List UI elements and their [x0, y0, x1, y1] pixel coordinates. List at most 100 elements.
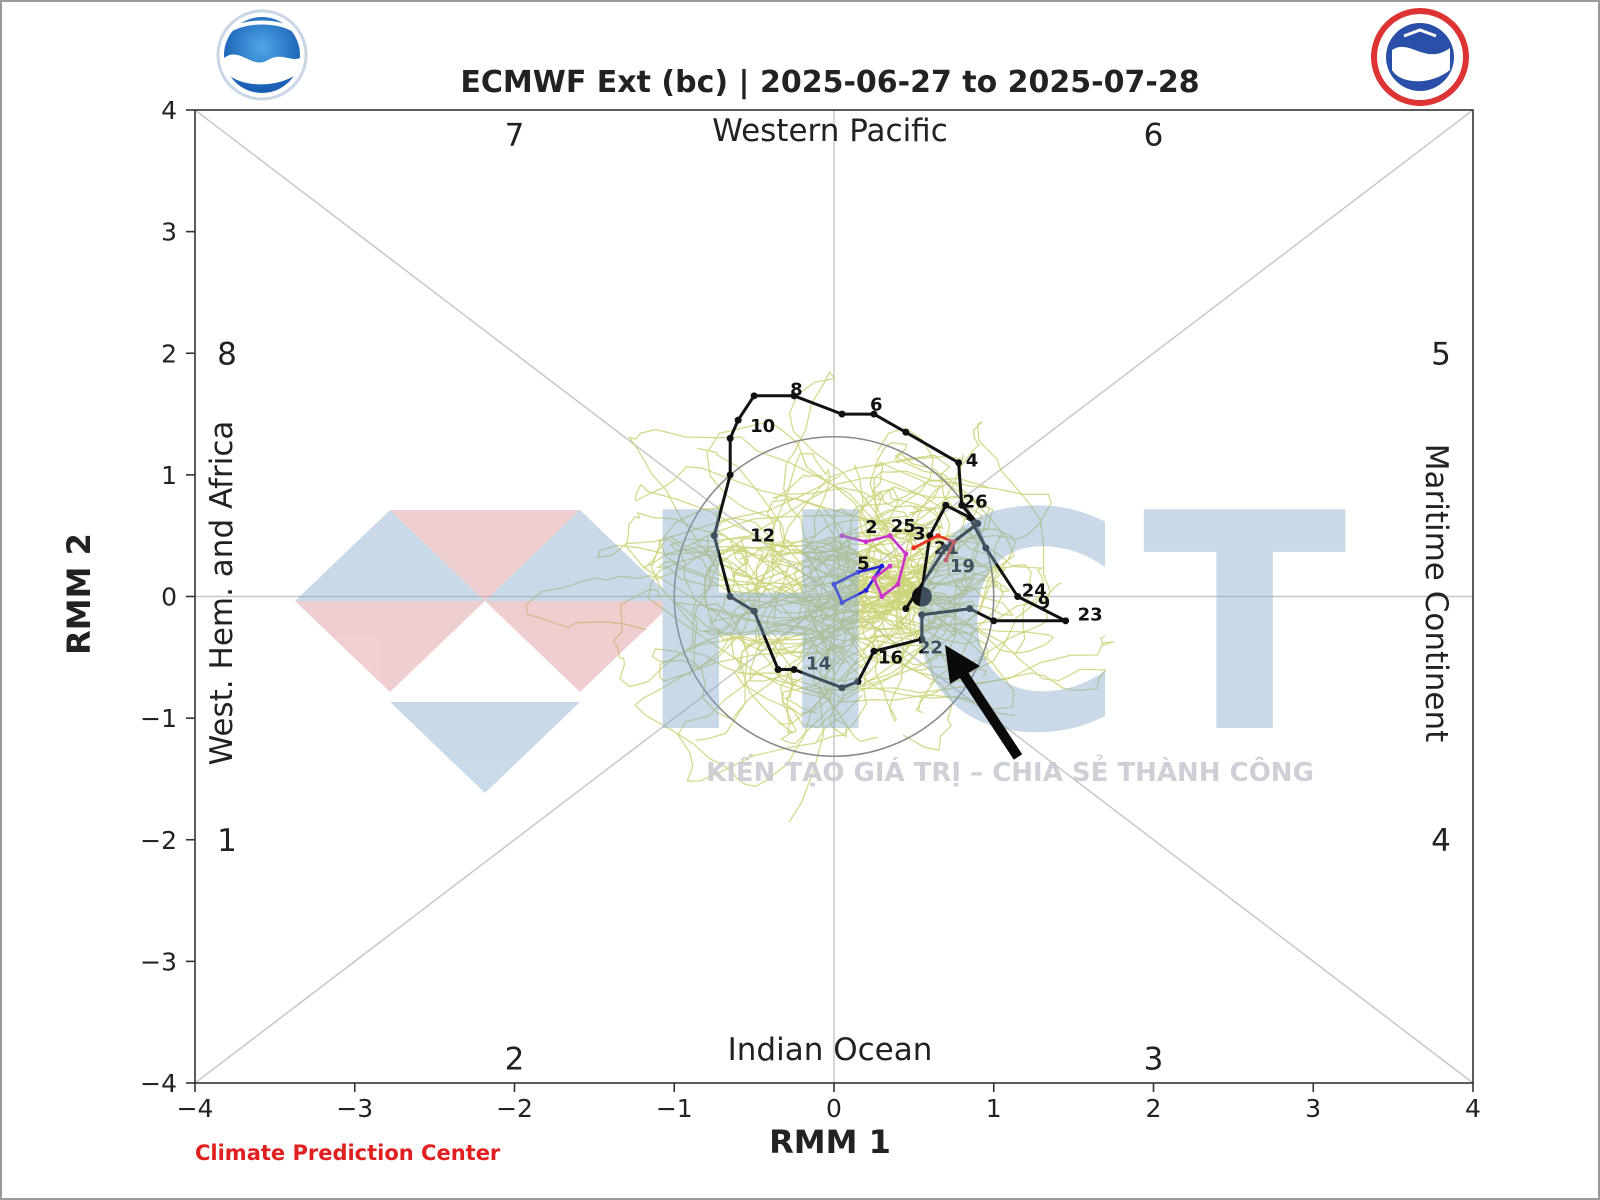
forecast-point [870, 647, 878, 655]
phase-label: 6 [1144, 117, 1164, 153]
y-tick-label: −4 [140, 1069, 177, 1098]
forecast-point [710, 532, 718, 540]
forecast-point [839, 600, 845, 606]
ensemble-member-line [647, 554, 1015, 710]
y-tick-label: 4 [161, 96, 177, 125]
forecast-point [951, 539, 957, 545]
forecast-point [958, 501, 966, 509]
forecast-point [1014, 593, 1022, 600]
ensemble-member-line [634, 466, 913, 704]
amplitude-circle [673, 435, 995, 758]
day-label: 26 [963, 492, 988, 513]
x-tick-label: −3 [336, 1094, 373, 1123]
ensemble-member-line [651, 503, 909, 634]
day-label: 9 [1038, 593, 1051, 614]
forecast-point [879, 563, 885, 569]
forecast-point [870, 410, 878, 418]
forecast-point [863, 539, 869, 545]
ensemble-member-line [851, 548, 974, 599]
region-label-top: Western Pacific [712, 113, 948, 149]
forecast-point [726, 593, 734, 600]
ensemble-member-line [691, 538, 923, 651]
ensemble-member-line [689, 528, 1017, 692]
forecast-point [974, 520, 982, 528]
watermark-letters: HCT [635, 450, 1365, 799]
x-tick-label: 4 [1465, 1094, 1481, 1123]
y-axis-label: RMM 2 [60, 533, 98, 655]
credit-label: Climate Prediction Center [195, 1141, 501, 1165]
forecast-point [902, 428, 910, 436]
x-tick-label: −4 [177, 1094, 214, 1123]
forecast-point [902, 605, 910, 613]
ensemble-member-line [860, 461, 942, 648]
day-label: 22 [918, 638, 943, 659]
x-axis-label: RMM 1 [769, 1123, 891, 1161]
ensemble-member-line [755, 427, 934, 597]
ensemble-member-line [669, 537, 904, 741]
phase-label: 3 [1144, 1042, 1164, 1078]
day-label: 16 [878, 647, 903, 668]
forecast-point [863, 587, 869, 593]
forecast-point [943, 557, 949, 563]
ensemble-member-line [703, 540, 1016, 717]
day-label: 25 [891, 516, 916, 537]
y-tick-label: 3 [161, 218, 177, 247]
x-tick-label: 2 [1146, 1094, 1162, 1123]
day-label: 10 [750, 416, 775, 437]
x-tick-label: 3 [1305, 1094, 1321, 1123]
day-label: 23 [1078, 605, 1103, 626]
day-label: 2 [865, 517, 878, 538]
watermark-tagline: KIẾN TẠO GIÁ TRỊ – CHIA SẺ THÀNH CÔNG [706, 753, 1314, 788]
day-label: 12 [750, 526, 775, 547]
y-tick-label: 0 [161, 583, 177, 612]
ensemble-member-line [779, 588, 962, 745]
ensemble-member-line [525, 532, 910, 631]
day-label: 4 [966, 450, 979, 471]
forecast-point [911, 545, 917, 551]
forecast-point [879, 594, 885, 599]
forecast-point [955, 459, 963, 467]
day-label: 19 [950, 556, 975, 577]
forecast-series-line [712, 394, 1068, 690]
forecast-point [871, 575, 877, 581]
forecast-point [935, 533, 941, 539]
chart-title: ECMWF Ext (bc) | 2025-06-27 to 2025-07-2… [460, 65, 1199, 100]
ensemble-member-line [874, 452, 1015, 596]
watermark-logo-icon [295, 510, 675, 793]
phase-label: 8 [217, 336, 237, 372]
y-tick-label: −2 [140, 826, 177, 855]
forecast-point [831, 581, 837, 587]
final-day-marker [911, 586, 932, 607]
ensemble-member-line [634, 563, 925, 787]
day-label: 3 [913, 523, 926, 544]
forecast-point [726, 471, 734, 479]
ensemble-member-line [783, 370, 923, 636]
x-tick-label: −2 [496, 1094, 533, 1123]
forecast-point [734, 416, 742, 424]
day-label: 24 [1022, 580, 1047, 601]
x-tick-label: −1 [656, 1094, 693, 1123]
forecast-point [895, 581, 901, 587]
ensemble-member-line [740, 569, 900, 733]
forecast-point [726, 434, 734, 442]
forecast-point [918, 635, 926, 643]
phase-label: 1 [217, 823, 237, 859]
forecast-point [903, 551, 909, 557]
forecast-point [887, 563, 893, 569]
forecast-point [966, 605, 974, 613]
y-tick-label: 2 [161, 339, 177, 368]
y-tick-label: 1 [161, 461, 177, 490]
ensemble-member-line [811, 590, 1107, 743]
forecast-point [942, 501, 950, 509]
ensemble-member-line [612, 576, 916, 688]
forecast-point [855, 569, 861, 575]
forecast-series-line [913, 534, 956, 561]
phase-label: 4 [1431, 823, 1451, 859]
region-label-bottom: Indian Ocean [728, 1032, 933, 1068]
noaa-logo-icon [216, 9, 308, 101]
x-tick-label: 1 [986, 1094, 1002, 1123]
forecast-point [838, 410, 846, 418]
forecast-point [750, 607, 758, 615]
ensemble-member-line [704, 476, 951, 624]
